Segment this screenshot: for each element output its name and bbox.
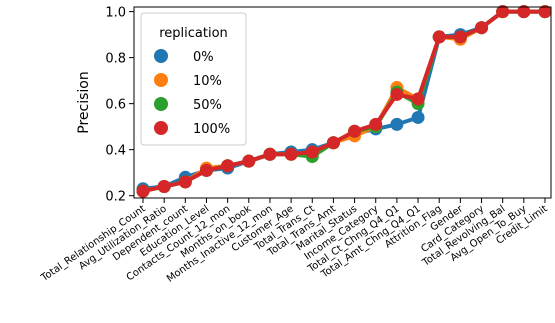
data-point-100-contacts-count-12-mon — [221, 159, 235, 173]
y-tick-label: 0.4 — [105, 144, 126, 159]
legend-marker-100 — [154, 121, 168, 135]
legend-title: replication — [159, 26, 228, 41]
y-axis: 0.2 0.4 0.6 0.8 1.0 — [105, 6, 134, 205]
data-point-100-gender — [453, 30, 467, 44]
x-axis: Total_Relationship_CountAvg_Utilization_… — [39, 198, 550, 285]
y-tick-label: 0.2 — [105, 190, 126, 205]
data-point-0-total-ct-chng-q4-q1 — [390, 117, 404, 131]
data-point-100-total-trans-amt — [326, 136, 340, 150]
data-point-100-months-inactive-12-mon — [263, 147, 277, 161]
data-point-100-avg-open-to-buy — [517, 5, 531, 19]
legend: replication 0% 10% 50% 100% — [140, 12, 247, 146]
series-layer — [136, 5, 552, 198]
legend-label-50: 50% — [193, 98, 222, 113]
data-point-100-card-category — [475, 21, 489, 35]
legend-marker-50 — [154, 97, 168, 111]
y-tick-label: 0.8 — [105, 52, 126, 67]
y-tick-label: 0.6 — [105, 98, 126, 113]
data-point-100-total-ct-chng-q4-q1 — [390, 87, 404, 101]
data-point-100-marital-status — [348, 124, 362, 138]
y-axis-label: Precision — [76, 71, 92, 133]
data-point-100-education-level — [199, 163, 213, 177]
data-point-100-total-relationship-count — [136, 184, 150, 198]
legend-label-10: 10% — [193, 74, 222, 89]
y-tick-label: 1.0 — [105, 6, 126, 21]
data-point-100-income-category — [369, 117, 383, 131]
data-point-100-total-revolving-bal — [496, 5, 510, 19]
data-point-100-customer-age — [284, 147, 298, 161]
data-point-100-avg-utilization-ratio — [157, 179, 171, 193]
legend-label-0: 0% — [193, 50, 214, 65]
data-point-100-dependent-count — [178, 175, 192, 189]
data-point-100-total-amt-chng-q4-q1 — [411, 92, 425, 106]
legend-marker-0 — [154, 49, 168, 63]
series-100 — [136, 5, 552, 198]
data-point-100-credit-limit — [538, 5, 552, 19]
data-point-100-total-trans-ct — [305, 145, 319, 159]
data-point-100-months-on-book — [242, 154, 256, 168]
plot-frame — [133, 6, 552, 199]
data-point-0-total-amt-chng-q4-q1 — [411, 110, 425, 124]
data-point-100-attrition-flag — [432, 30, 446, 44]
legend-label-100: 100% — [193, 122, 230, 137]
legend-marker-10 — [154, 73, 168, 87]
legend-box — [140, 12, 247, 146]
